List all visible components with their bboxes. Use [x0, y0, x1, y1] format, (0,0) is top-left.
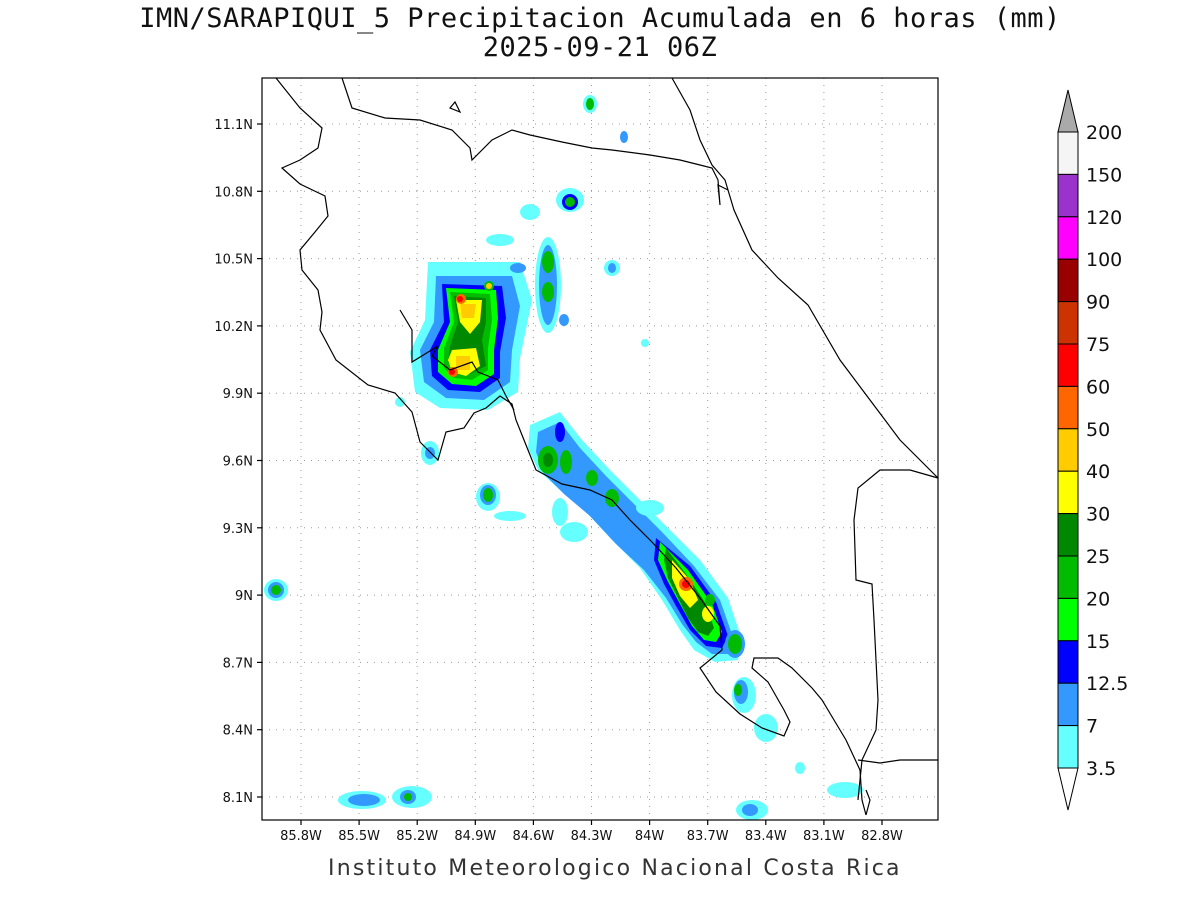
colorbar-segment: [1057, 173, 1079, 218]
latitude-ticks: 11.1N 10.8N 10.5N 10.2N 9.9N 9.6N 9.3N 9N 8.7N 8.…: [214, 118, 262, 806]
colorbar-segment: [1057, 216, 1079, 260]
lon-tick-label: 84.6W: [512, 829, 554, 844]
rain-cells-north-small: [395, 95, 649, 465]
lat-tick-label: 10.8N: [214, 185, 253, 200]
lon-tick-label: 85.5W: [338, 829, 380, 844]
lon-tick-label: 85.2W: [396, 829, 438, 844]
colorbar-label: 15: [1086, 631, 1110, 653]
lon-tick-label: 83.4W: [745, 829, 787, 844]
coastlines-borders: [275, 77, 939, 816]
colorbar-label: 20: [1086, 588, 1110, 610]
colorbar-label: 200: [1086, 122, 1122, 144]
colorbar-label: 30: [1086, 504, 1110, 526]
lon-tick-label: 84W: [635, 829, 665, 844]
colorbar-label: 50: [1086, 419, 1110, 441]
colorbar-segment: [1057, 682, 1079, 727]
colorbar-segment: [1057, 513, 1079, 557]
lon-tick-label: 83.1W: [803, 829, 845, 844]
lon-tick-label: 85.8W: [280, 829, 322, 844]
rain-cells-scattered: [264, 483, 863, 820]
rain-cluster-north: [410, 262, 532, 410]
colorbar-label: 3.5: [1086, 758, 1116, 780]
colorbar-segment: [1057, 555, 1079, 599]
lat-tick-label: 8.1N: [223, 791, 253, 806]
longitude-ticks: 85.8W 85.5W 85.2W 84.9W 84.6W 84.3W 84W 83.7W 83…: [280, 820, 903, 844]
footer-credit: Instituto Meteorologico Nacional Costa R…: [328, 856, 902, 881]
lon-tick-label: 84.3W: [571, 829, 613, 844]
title-line-1: IMN/SARAPIQUI_5 Precipitacion Acumulada …: [139, 3, 1061, 34]
map-grid: [262, 78, 938, 820]
colorbar-segment: [1057, 640, 1079, 684]
map-title: IMN/SARAPIQUI_5 Precipitacion Acumulada …: [0, 4, 1200, 62]
colorbar-label: 25: [1086, 546, 1110, 568]
lon-tick-label: 83.7W: [687, 829, 729, 844]
colorbar: 200 150 120 100 90 75 60 50 40 30 25 20 15 12.5 7 3.5: [1057, 89, 1128, 811]
colorbar-segment: [1057, 428, 1079, 472]
colorbar-segment: [1057, 301, 1079, 345]
colorbar-under-triangle: [1057, 767, 1079, 811]
lat-tick-label: 11.1N: [214, 118, 253, 133]
colorbar-label: 100: [1086, 249, 1122, 271]
lat-tick-label: 10.2N: [214, 320, 253, 335]
colorbar-label: 90: [1086, 292, 1110, 314]
colorbar-label: 75: [1086, 334, 1110, 356]
lat-tick-label: 8.7N: [223, 656, 253, 671]
colorbar-label: 120: [1086, 207, 1122, 229]
precipitation-field: [264, 95, 863, 820]
colorbar-segment: [1057, 343, 1079, 387]
lon-tick-label: 84.9W: [454, 829, 496, 844]
lat-tick-label: 9N: [235, 589, 253, 604]
map-frame: [261, 77, 939, 821]
colorbar-segment: [1057, 385, 1079, 430]
colorbar-label: 60: [1086, 376, 1110, 398]
colorbar-segment: [1057, 258, 1079, 303]
colorbar-label: 12.5: [1086, 673, 1128, 695]
title-line-2: 2025-09-21 06Z: [482, 32, 718, 63]
rain-band-south: [528, 412, 745, 662]
colorbar-segment: [1057, 131, 1079, 175]
colorbar-segment: [1057, 725, 1079, 769]
lat-tick-label: 8.4N: [223, 724, 253, 739]
colorbar-segment: [1057, 597, 1079, 642]
colorbar-label: 40: [1086, 461, 1110, 483]
colorbar-label: 150: [1086, 164, 1122, 186]
lat-tick-label: 9.6N: [223, 455, 253, 470]
colorbar-segment: [1057, 470, 1079, 515]
colorbar-label: 7: [1086, 716, 1098, 738]
lat-tick-label: 10.5N: [214, 253, 253, 268]
lon-tick-label: 82.8W: [861, 829, 903, 844]
lat-tick-label: 9.3N: [223, 522, 253, 537]
lat-tick-label: 9.9N: [223, 387, 253, 402]
colorbar-over-triangle: [1057, 89, 1079, 133]
